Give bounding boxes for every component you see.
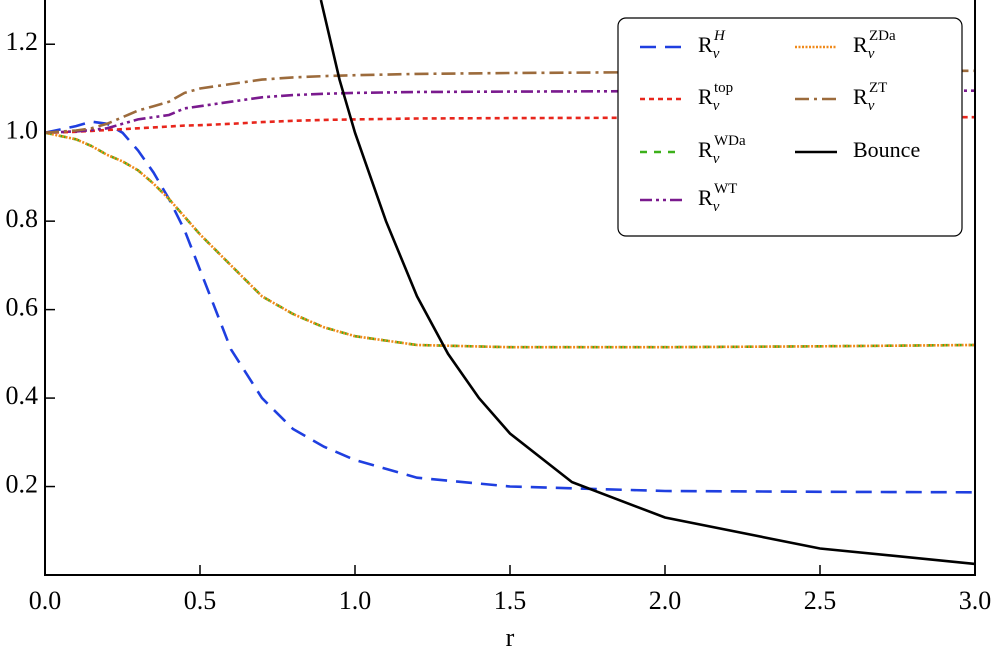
legend-name: R bbox=[698, 84, 713, 109]
series-line bbox=[45, 69, 975, 134]
y-tick-label: 1.0 bbox=[6, 116, 39, 145]
legend-sub: ν bbox=[713, 151, 720, 167]
legend-name: R bbox=[698, 185, 713, 210]
legend-sup: ZDa bbox=[869, 28, 896, 44]
legend-sub: ν bbox=[713, 199, 720, 215]
legend-name: Bounce bbox=[853, 137, 920, 162]
x-axis-label: r bbox=[506, 623, 515, 652]
legend-name: R bbox=[853, 32, 868, 57]
legend-sup: H bbox=[713, 28, 726, 44]
x-tick-label: 2.0 bbox=[649, 586, 682, 615]
x-tick-label: 1.5 bbox=[494, 586, 527, 615]
legend-sub: ν bbox=[713, 98, 720, 114]
y-tick-label: 0.6 bbox=[6, 293, 39, 322]
axes: 0.0 0.5 1.0 1.5 2.0 2.5 3.0 0.2 0.4 0.6 0.8 1.0 1.2 bbox=[6, 27, 992, 615]
legend-name: R bbox=[853, 84, 868, 109]
series-line bbox=[45, 89, 975, 134]
x-tick-label: 0.0 bbox=[29, 586, 62, 615]
series-line bbox=[45, 120, 975, 494]
legend-sup: WT bbox=[714, 181, 737, 197]
frame bbox=[44, 0, 976, 576]
legend-sup: top bbox=[714, 80, 733, 96]
legend-label: Rν WDa bbox=[698, 133, 746, 167]
y-tick-label: 0.4 bbox=[6, 381, 39, 410]
y-tick-label: 0.2 bbox=[6, 470, 39, 499]
legend-sup: ZT bbox=[869, 80, 887, 96]
series-line bbox=[45, 115, 975, 134]
legend-label: Bounce bbox=[853, 137, 920, 162]
legend-box bbox=[617, 17, 963, 237]
legend-label: Rν WT bbox=[698, 181, 737, 215]
x-tick-label: 0.5 bbox=[184, 586, 217, 615]
legend-sub: ν bbox=[713, 46, 720, 62]
legend-name: R bbox=[698, 137, 713, 162]
legend-label: RνH bbox=[698, 28, 726, 62]
legend-sub: ν bbox=[868, 98, 875, 114]
legend-label: Rν ZT bbox=[853, 80, 887, 114]
y-tick-label: 0.8 bbox=[6, 204, 39, 233]
plot-area bbox=[45, 0, 975, 566]
series-line bbox=[45, 131, 975, 349]
legend-sup: WDa bbox=[714, 133, 746, 149]
x-tick-label: 2.5 bbox=[804, 586, 837, 615]
legend-sub: ν bbox=[868, 46, 875, 62]
x-tick-label: 1.0 bbox=[339, 586, 372, 615]
legend-label: Rν ZDa bbox=[853, 28, 896, 62]
legend-label: Rν top bbox=[698, 80, 733, 114]
y-tick-label: 1.2 bbox=[6, 27, 39, 56]
series-line bbox=[319, 0, 975, 566]
legend-name: R bbox=[698, 32, 713, 57]
x-tick-label: 3.0 bbox=[959, 586, 992, 615]
